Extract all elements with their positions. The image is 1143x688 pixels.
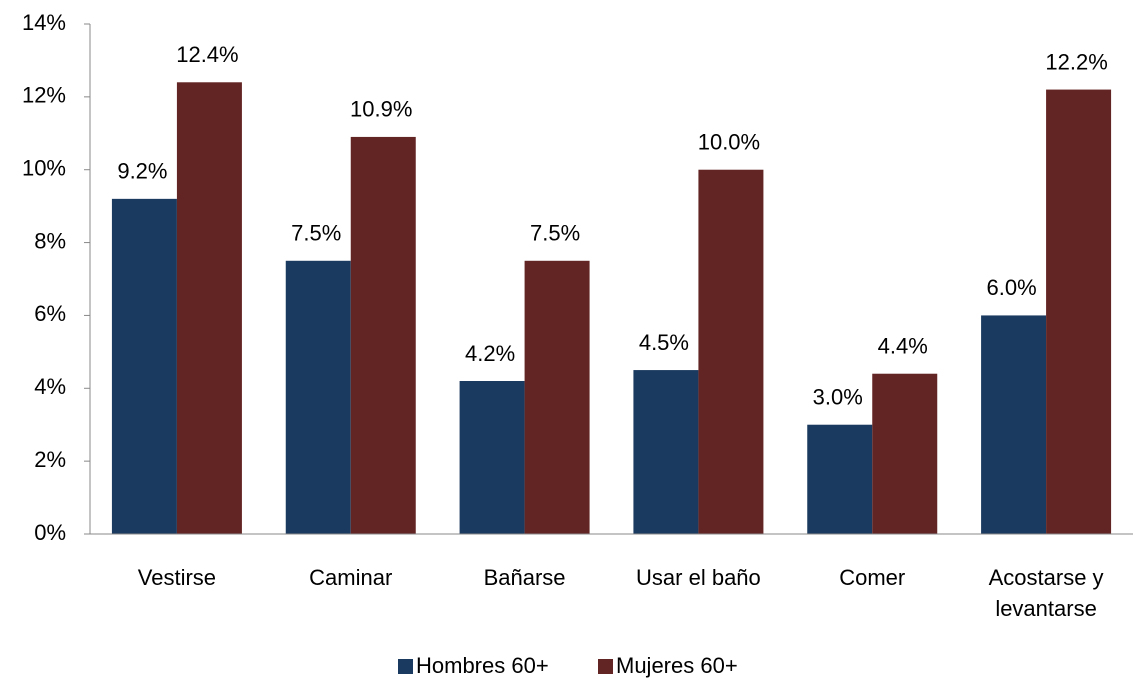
data-label: 3.0% bbox=[813, 385, 863, 410]
y-tick-label: 2% bbox=[34, 447, 66, 472]
bar bbox=[285, 260, 351, 534]
bar bbox=[459, 381, 525, 534]
data-label: 10.0% bbox=[698, 130, 760, 155]
data-label: 10.9% bbox=[350, 97, 412, 122]
bar bbox=[176, 82, 242, 535]
data-label: 7.5% bbox=[291, 221, 341, 246]
data-label: 6.0% bbox=[987, 275, 1037, 300]
bar bbox=[633, 370, 699, 534]
y-tick-label: 10% bbox=[22, 156, 66, 181]
x-tick-label: Usar el baño bbox=[636, 565, 761, 590]
data-label: 7.5% bbox=[530, 221, 580, 246]
legend-swatch bbox=[398, 659, 413, 674]
bar bbox=[872, 373, 938, 534]
data-label: 4.5% bbox=[639, 330, 689, 355]
y-tick-label: 14% bbox=[22, 10, 66, 35]
legend-label: Mujeres 60+ bbox=[616, 653, 738, 678]
legend-swatch bbox=[598, 659, 613, 674]
data-label: 9.2% bbox=[117, 159, 167, 184]
x-tick-label: Vestirse bbox=[137, 565, 217, 590]
x-tick-label: Acostarse y levantarse bbox=[988, 565, 1104, 621]
data-label: 4.2% bbox=[465, 341, 515, 366]
bar bbox=[807, 424, 873, 534]
y-tick-label: 0% bbox=[34, 520, 66, 545]
data-label: 12.4% bbox=[176, 42, 238, 67]
bar bbox=[698, 169, 764, 534]
y-tick-label: 4% bbox=[34, 374, 66, 399]
x-tick-label: Caminar bbox=[309, 565, 393, 590]
x-tick-label: Comer bbox=[839, 565, 906, 590]
x-tick-label: Bañarse bbox=[483, 565, 566, 590]
bar bbox=[524, 260, 590, 534]
y-tick-label: 12% bbox=[22, 83, 66, 108]
data-label: 12.2% bbox=[1045, 49, 1107, 74]
bar bbox=[981, 315, 1047, 534]
bar bbox=[350, 136, 416, 534]
legend-label: Hombres 60+ bbox=[416, 653, 549, 678]
bar bbox=[1046, 89, 1112, 535]
y-tick-label: 6% bbox=[34, 301, 66, 326]
data-label: 4.4% bbox=[878, 334, 928, 359]
y-tick-label: 8% bbox=[34, 228, 66, 253]
bar bbox=[111, 198, 177, 534]
